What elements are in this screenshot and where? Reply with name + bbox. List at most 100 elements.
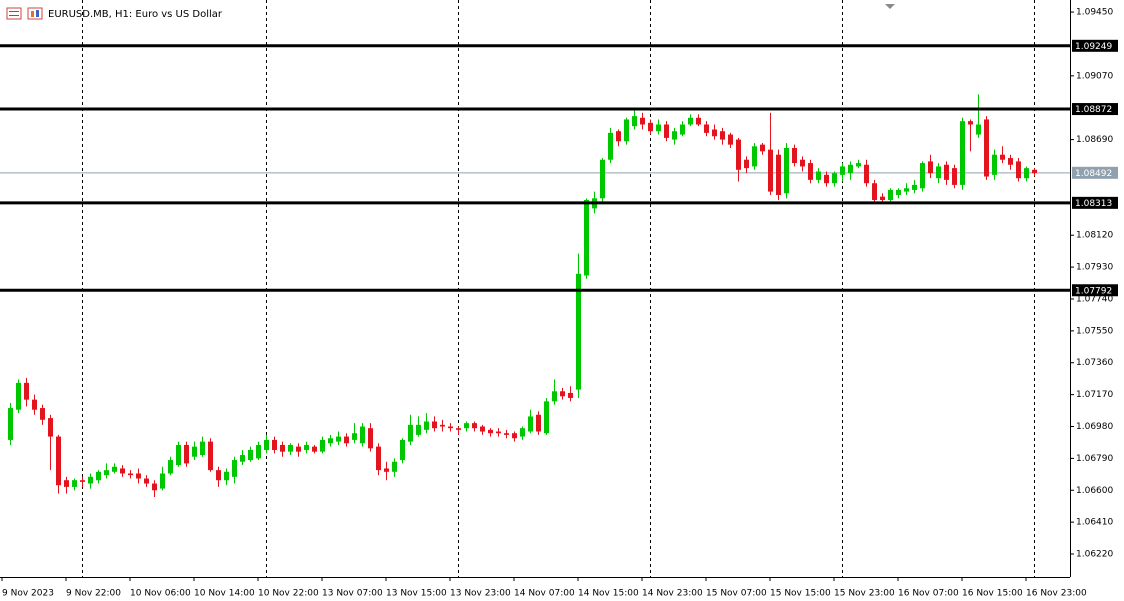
candle-body: [240, 455, 245, 462]
candle-body: [1008, 158, 1013, 165]
candle-body: [64, 480, 69, 487]
candle-body: [32, 399, 37, 410]
candle-body: [832, 173, 837, 184]
candle-body: [800, 159, 805, 167]
candle-body: [456, 428, 461, 430]
candle-body: [952, 168, 957, 185]
candle-body: [696, 117, 701, 125]
candle-body: [944, 164, 949, 180]
candle-body: [896, 189, 901, 195]
candle-body: [872, 183, 877, 200]
candle-body: [504, 433, 509, 435]
y-tick-label: 1.06220: [1076, 550, 1113, 560]
candle-body: [392, 461, 397, 472]
x-tick-label: 15 Nov 23:00: [834, 589, 895, 599]
candle-body: [224, 471, 229, 481]
candle-body: [184, 444, 189, 464]
candle-body: [128, 473, 133, 476]
candle-body: [936, 166, 941, 179]
candle-body: [824, 174, 829, 184]
candle-body: [376, 446, 381, 471]
candle-body: [536, 414, 541, 432]
candle-body: [992, 154, 997, 175]
y-tick-label: 1.09450: [1076, 8, 1113, 18]
icon: [27, 7, 43, 20]
x-tick-label: 13 Nov 15:00: [386, 589, 447, 599]
x-tick-label: 14 Nov 15:00: [578, 589, 639, 599]
candle-body: [904, 188, 909, 192]
candle-body: [928, 161, 933, 174]
candle-body: [680, 124, 685, 135]
current-price-box: [1072, 166, 1118, 179]
y-tick-label: 1.07930: [1076, 263, 1113, 273]
candle-body: [120, 468, 125, 474]
y-tick-label: 1.07360: [1076, 358, 1113, 368]
y-tick-label: 1.08120: [1076, 231, 1113, 241]
candle-body: [368, 428, 373, 449]
candle-body: [472, 423, 477, 429]
icon-bar: [31, 11, 34, 17]
candle-body: [848, 164, 853, 174]
candle-body: [464, 423, 469, 429]
candle-body: [112, 466, 117, 472]
candle-body: [1024, 168, 1029, 179]
x-tick-label: 9 Nov 22:00: [66, 589, 121, 599]
candle-body: [616, 131, 621, 142]
y-tick-label: 1.06980: [1076, 422, 1113, 432]
y-tick-label: 1.09070: [1076, 71, 1113, 81]
candle-body: [360, 426, 365, 444]
candle-body: [512, 433, 517, 439]
candle-body: [720, 131, 725, 140]
candle-body: [704, 124, 709, 133]
y-tick-label: 1.07550: [1076, 326, 1113, 336]
candle-body: [744, 159, 749, 169]
candle-body: [560, 391, 565, 397]
candle-body: [256, 444, 261, 459]
x-tick-label: 10 Nov 14:00: [194, 589, 255, 599]
candle-body: [840, 166, 845, 175]
candle-body: [768, 149, 773, 192]
y-tick-label: 1.07170: [1076, 390, 1113, 400]
candle-body: [664, 124, 669, 138]
x-tick-label: 15 Nov 07:00: [706, 589, 767, 599]
candle-body: [792, 147, 797, 164]
candle-body: [432, 421, 437, 429]
candle-body: [352, 433, 357, 440]
candle-body: [328, 438, 333, 444]
x-tick-label: 14 Nov 07:00: [514, 589, 575, 599]
candle-body: [384, 468, 389, 472]
candle-body: [424, 421, 429, 430]
candle-body: [960, 121, 965, 185]
candle-body: [608, 132, 613, 160]
y-tick-label: 1.06790: [1076, 454, 1113, 464]
candle-body: [688, 117, 693, 125]
x-tick-label: 9 Nov 2023: [2, 589, 54, 599]
x-tick-label: 13 Nov 23:00: [450, 589, 511, 599]
candle-body: [16, 382, 21, 410]
candle-body: [528, 416, 533, 432]
x-tick-label: 16 Nov 23:00: [1026, 589, 1087, 599]
candle-body: [48, 418, 53, 437]
candle-body: [168, 460, 173, 474]
level-label-box: [1072, 284, 1118, 297]
level-label: 1.07792: [1075, 286, 1112, 296]
candle-body: [24, 382, 29, 400]
icon-bar: [36, 10, 39, 17]
candle-body: [288, 444, 293, 452]
current-price-label: 1.08492: [1075, 169, 1112, 179]
candle-body: [416, 424, 421, 435]
candle-body: [488, 429, 493, 434]
shift-marker: [885, 4, 895, 9]
level-label-box: [1072, 39, 1118, 52]
candle-body: [304, 444, 309, 450]
candle-body: [912, 184, 917, 190]
candle-body: [152, 483, 157, 491]
level-label-box: [1072, 196, 1118, 209]
candle-body: [272, 439, 277, 450]
candle-body: [752, 146, 757, 167]
candle-body: [624, 119, 629, 142]
candle-body: [88, 476, 93, 484]
candle-body: [72, 480, 77, 487]
candle-body: [888, 189, 893, 200]
x-tick-label: 10 Nov 22:00: [258, 589, 319, 599]
